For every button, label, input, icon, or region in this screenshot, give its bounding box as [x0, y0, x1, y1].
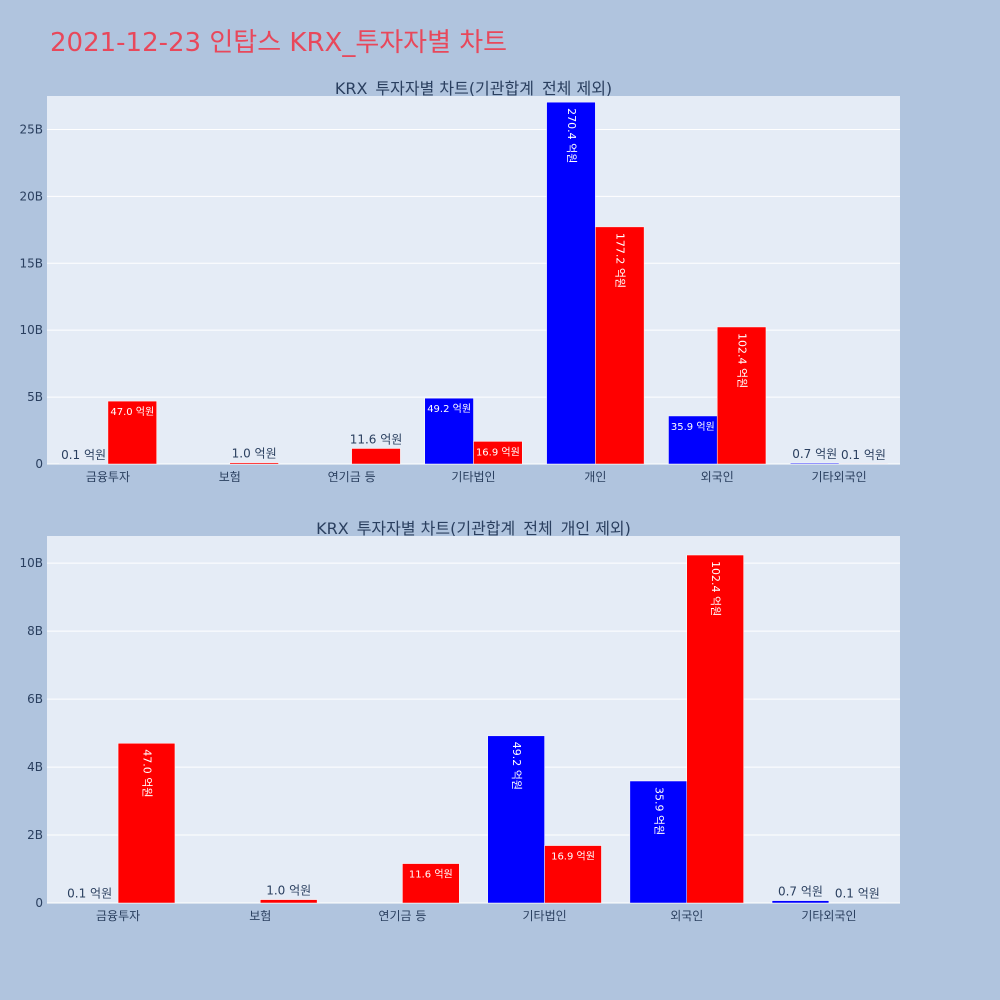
bar-연기금 등-1 — [402, 863, 460, 904]
bar-data-label: 0.1 억원 — [835, 887, 880, 901]
bar-개인-1 — [595, 226, 645, 465]
bar-기타외국인-0 — [771, 900, 830, 904]
y-tick-label: 25B — [19, 122, 43, 136]
x-tick-label: 연기금 등 — [328, 470, 376, 484]
y-tick-label: 6B — [27, 692, 43, 706]
page-title: 2021-12-23 인탑스 KRX_투자자별 차트 — [50, 28, 508, 58]
x-tick-label: 기타법인 — [451, 470, 495, 484]
bar-기타법인-1 — [473, 441, 523, 465]
x-tick-label: 금융투자 — [86, 470, 130, 484]
x-tick-label: 외국인 — [670, 909, 703, 923]
bar-data-label: 102.4 억원 — [709, 561, 722, 616]
y-tick-label: 10B — [19, 556, 43, 570]
y-tick-label: 0 — [35, 896, 43, 910]
bar-data-label: 11.6 억원 — [350, 432, 403, 446]
x-tick-label: 기타외국인 — [811, 470, 866, 484]
bar-보험-1 — [229, 462, 279, 465]
bar-금융투자-1 — [117, 743, 176, 904]
x-tick-label: 연기금 등 — [378, 909, 426, 923]
bar-data-label: 16.9 억원 — [551, 851, 595, 863]
bar-data-label: 49.2 억원 — [510, 742, 523, 790]
y-tick-label: 4B — [27, 760, 43, 774]
chart-title: KRX_투자자별 차트(기관합계_전체_개인 제외) — [316, 519, 631, 539]
bar-개인-0 — [546, 101, 596, 465]
chart-title: KRX_투자자별 차트(기관합계_전체 제외) — [335, 79, 612, 99]
investor-chart-excl-individual: KRX_투자자별 차트(기관합계_전체_개인 제외) 0 2B 4B 6B 8B 10B 금융… — [19, 519, 900, 923]
bar-기타법인-1 — [544, 845, 602, 904]
investor-chart-all: KRX_투자자별 차트(기관합계_전체 제외) 0 5B 10B 15B 20B 25B 금융… — [19, 79, 900, 484]
bar-data-label: 102.4 억원 — [736, 333, 749, 388]
bar-data-label: 47.0 억원 — [110, 406, 154, 418]
bar-연기금 등-1 — [351, 448, 401, 465]
y-tick-label: 5B — [27, 390, 43, 404]
y-tick-label: 15B — [19, 256, 43, 270]
x-tick-label: 금융투자 — [96, 909, 140, 923]
bar-data-label: 49.2 억원 — [427, 403, 471, 415]
bar-data-label: 0.1 억원 — [61, 448, 106, 462]
bar-data-label: 11.6 억원 — [409, 869, 453, 881]
bar-data-label: 0.7 억원 — [792, 447, 837, 461]
bar-data-label: 0.7 억원 — [778, 885, 823, 899]
bar-data-label: 35.9 억원 — [671, 421, 715, 433]
bar-data-label: 0.1 억원 — [67, 887, 112, 901]
bar-외국인-1 — [716, 326, 767, 465]
bar-data-label: 177.2 억원 — [614, 233, 627, 288]
bar-금융투자-1 — [107, 400, 157, 465]
x-tick-label: 기타외국인 — [801, 909, 856, 923]
y-tick-label: 0 — [35, 457, 43, 471]
x-tick-label: 외국인 — [701, 470, 734, 484]
bar-data-label: 1.0 억원 — [266, 884, 311, 898]
x-tick-label: 기타법인 — [522, 909, 566, 923]
plot-area — [47, 536, 900, 903]
x-tick-label: 보험 — [249, 909, 271, 923]
bar-기타법인-0 — [424, 397, 474, 465]
bar-data-label: 16.9 억원 — [476, 446, 520, 458]
bar-외국인-0 — [668, 415, 718, 465]
y-tick-label: 10B — [19, 323, 43, 337]
bar-data-label: 1.0 억원 — [232, 447, 277, 461]
x-tick-label: 개인 — [584, 470, 606, 484]
bar-외국인-0 — [629, 780, 688, 904]
bar-data-label: 47.0 억원 — [141, 749, 154, 797]
x-tick-label: 보험 — [219, 470, 241, 484]
bar-data-label: 35.9 억원 — [652, 787, 665, 835]
bar-data-label: 270.4 억원 — [565, 108, 578, 163]
bar-기타법인-0 — [487, 735, 545, 904]
y-tick-label: 20B — [19, 189, 43, 203]
bar-외국인-1 — [686, 554, 744, 904]
y-tick-label: 2B — [27, 828, 43, 842]
bar-기타외국인-0 — [790, 462, 840, 465]
bar-data-label: 0.1 억원 — [841, 448, 886, 462]
bar-보험-1 — [260, 899, 318, 904]
y-tick-label: 8B — [27, 624, 43, 638]
